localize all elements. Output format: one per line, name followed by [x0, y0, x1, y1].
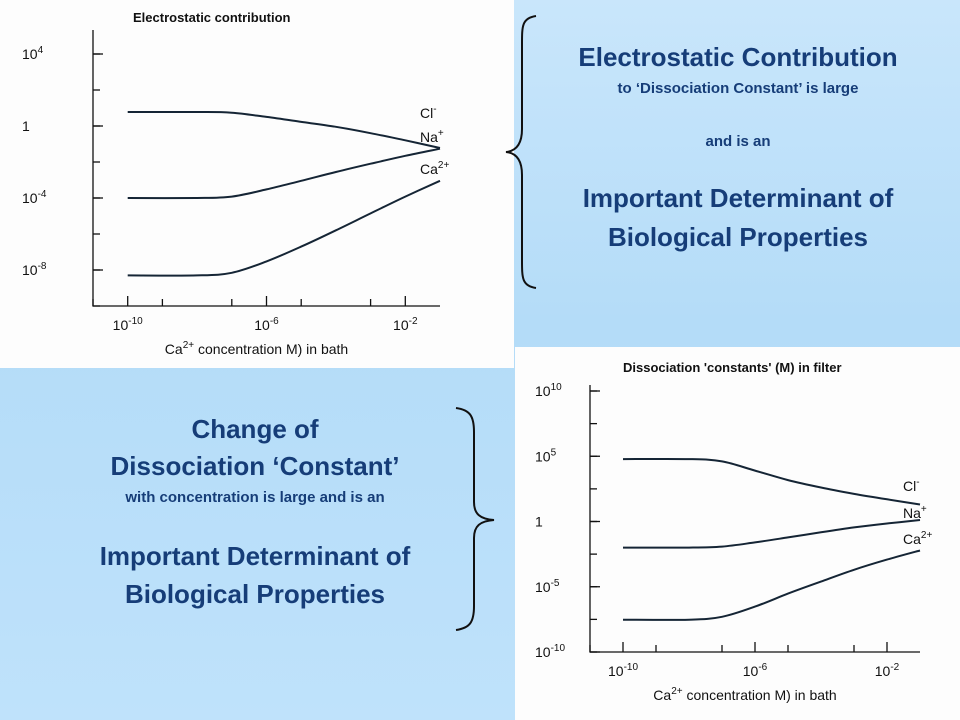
series-line-ca [127, 179, 441, 277]
y-tick-label: 104 [22, 45, 44, 62]
x-axis-label: Ca2+ concentration M) in bath [653, 686, 836, 703]
y-tick-label: 10-8 [22, 261, 47, 278]
x-axis-label: Ca2+ concentration M) in bath [165, 340, 348, 357]
y-tick-label: 10-5 [535, 578, 560, 595]
series-line-ca [622, 549, 921, 621]
series-label-cl: Cl- [903, 477, 920, 494]
axis-lines [589, 385, 920, 653]
series-label-na: Na+ [903, 504, 927, 521]
y-tick-label: 10-10 [535, 643, 565, 660]
callout-bottom-heading-2: Dissociation ‘Constant’ [110, 451, 400, 481]
callout-bottom-heading: Change of [191, 414, 319, 444]
brace-bottom [455, 407, 495, 631]
callout-bottom-subtext: with concentration is large and is an [125, 489, 385, 506]
x-tick-label: 10-6 [743, 662, 768, 679]
series-line-na [622, 519, 921, 549]
series-line-cl [622, 457, 921, 506]
callout-top-subtext: to ‘Dissociation Constant’ is large [617, 80, 859, 97]
series-label-na: Na+ [420, 128, 444, 145]
x-tick-label: 10-2 [393, 316, 418, 333]
electrostatic-chart: Electrostatic contribution 104 1 10-4 10-8 10… [22, 10, 449, 357]
x-tick-label: 10-6 [254, 316, 279, 333]
x-tick-label: 10-10 [113, 316, 143, 333]
x-tick-label: 10-2 [875, 662, 900, 679]
series-line-na [127, 147, 441, 200]
series-label-cl: Cl- [420, 104, 437, 121]
chart-title: Dissociation 'constants' (M) in filter [623, 360, 842, 375]
y-tick-label: 1 [535, 514, 543, 530]
y-tick-label: 1 [22, 118, 30, 134]
dissociation-chart: Dissociation 'constants' (M) in filter 10… [535, 360, 932, 703]
series-label-ca: Ca2+ [903, 530, 932, 547]
series-line-cl [127, 110, 441, 149]
callout-bottom-emphasis-2: Biological Properties [124, 579, 386, 609]
axis-lines [92, 30, 440, 307]
callout-top-connector: and is an [705, 133, 771, 150]
y-tick-label: 105 [535, 447, 557, 464]
y-tick-label: 1010 [535, 382, 562, 399]
series-label-ca: Ca2+ [420, 160, 449, 177]
electrostatic-chart-panel: Electrostatic contribution 104 1 10-4 10-8 10… [0, 0, 514, 368]
chart-title: Electrostatic contribution [133, 10, 291, 25]
callout-top-emphasis-2: Biological Properties [607, 222, 869, 252]
callout-bottom-emphasis-1: Important Determinant of [99, 541, 411, 571]
callout-top-heading: Electrostatic Contribution [578, 42, 898, 72]
dissociation-chart-panel: Dissociation 'constants' (M) in filter 10… [515, 347, 960, 720]
callout-top-emphasis-1: Important Determinant of [582, 183, 894, 213]
brace-top [505, 15, 537, 289]
y-tick-label: 10-4 [22, 189, 47, 206]
x-tick-label: 10-10 [608, 662, 638, 679]
